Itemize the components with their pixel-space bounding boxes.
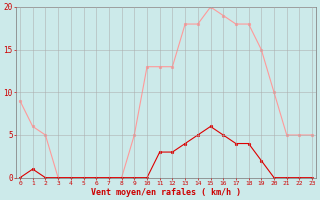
X-axis label: Vent moyen/en rafales ( km/h ): Vent moyen/en rafales ( km/h )	[91, 188, 241, 197]
